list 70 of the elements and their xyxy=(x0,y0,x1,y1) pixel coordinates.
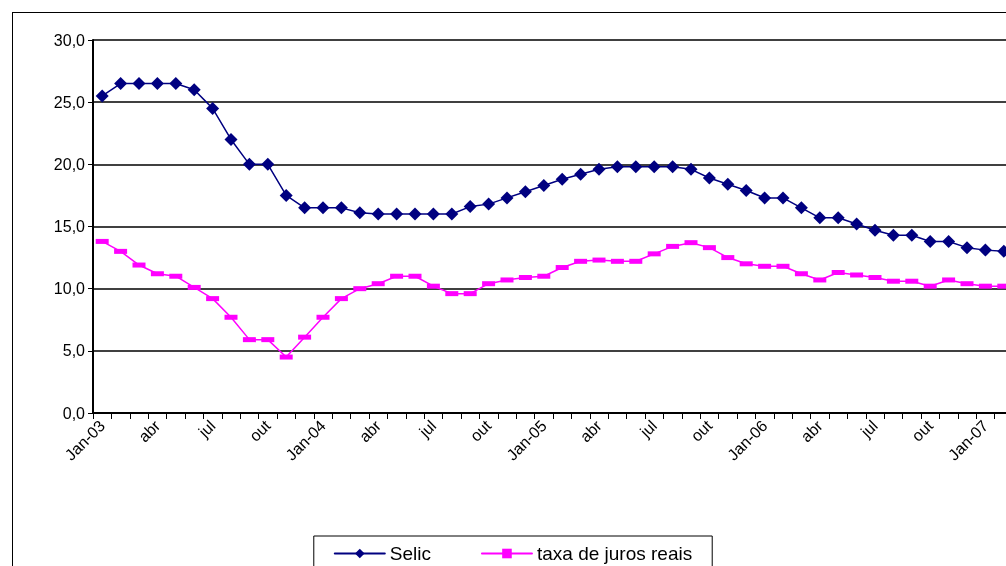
point xyxy=(132,77,146,91)
point xyxy=(114,77,128,91)
point xyxy=(555,172,569,186)
point xyxy=(316,201,330,215)
legend-label: Selic xyxy=(389,543,431,564)
x-tick-label: out xyxy=(466,416,495,445)
point xyxy=(334,201,348,215)
y-tick-label: 0,0 xyxy=(62,404,86,422)
legend-label: taxa de juros reais xyxy=(536,543,693,564)
point xyxy=(206,101,220,115)
y-tick-label: 10,0 xyxy=(53,280,86,298)
point xyxy=(279,188,293,202)
x-tick-label: out xyxy=(687,416,716,445)
point xyxy=(298,201,312,215)
x-tick-label: out xyxy=(908,416,937,445)
y-tick-label: 30,0 xyxy=(53,31,86,49)
point xyxy=(721,177,735,191)
point xyxy=(905,228,919,242)
y-tick-label: 15,0 xyxy=(53,218,86,235)
point xyxy=(758,191,772,205)
point xyxy=(445,207,459,221)
point xyxy=(592,162,606,176)
point xyxy=(187,83,201,97)
point xyxy=(518,185,532,199)
point xyxy=(739,183,753,197)
x-tick-label: jul xyxy=(636,416,661,442)
point xyxy=(371,207,385,221)
x-tick-label: out xyxy=(246,416,275,445)
point xyxy=(647,160,661,174)
point xyxy=(500,191,514,205)
x-tick-label: jul xyxy=(194,416,219,442)
point xyxy=(923,234,937,248)
point xyxy=(150,77,164,91)
point xyxy=(408,207,422,221)
y-tick-label: 25,0 xyxy=(53,93,86,111)
point xyxy=(242,157,256,171)
x-tick-label: jul xyxy=(856,416,882,442)
point xyxy=(629,160,643,174)
point xyxy=(960,241,974,255)
y-tick-label: 5,0 xyxy=(62,342,86,360)
point xyxy=(426,207,440,221)
point xyxy=(224,132,238,146)
point xyxy=(390,207,404,221)
x-tick-label: jul xyxy=(415,416,440,442)
point xyxy=(794,201,808,215)
point xyxy=(95,89,109,103)
point xyxy=(942,234,956,248)
point xyxy=(537,178,551,192)
point xyxy=(666,160,680,174)
point xyxy=(776,191,790,205)
x-tick-label: abr xyxy=(355,416,385,446)
point xyxy=(978,243,992,257)
point xyxy=(482,197,496,211)
x-tick-label: abr xyxy=(576,416,606,446)
point xyxy=(868,223,882,237)
point xyxy=(684,162,698,176)
point xyxy=(610,160,624,174)
x-tick-label: abr xyxy=(135,416,164,446)
point xyxy=(886,228,900,242)
point xyxy=(574,167,588,181)
point xyxy=(353,206,367,220)
point xyxy=(702,171,716,185)
point xyxy=(831,211,845,225)
point xyxy=(850,217,864,231)
point xyxy=(169,77,183,91)
point xyxy=(463,200,477,214)
point xyxy=(261,157,275,171)
point xyxy=(813,211,827,225)
x-tick-label: abr xyxy=(797,416,827,446)
y-tick-label: 20,0 xyxy=(53,155,86,173)
